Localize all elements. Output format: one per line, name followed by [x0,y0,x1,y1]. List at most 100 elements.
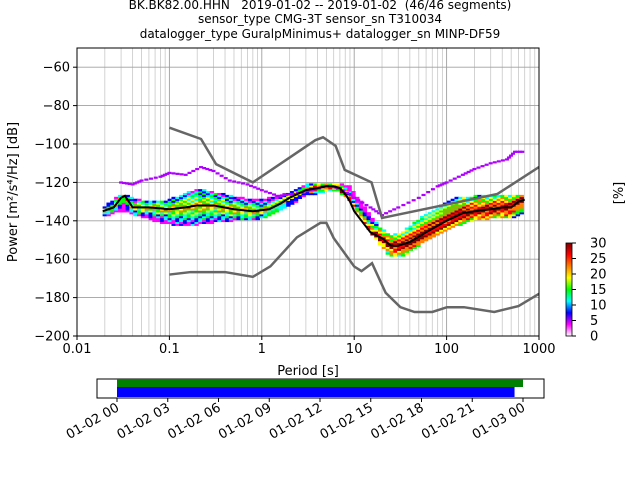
psd-hit-cell [247,214,253,217]
psd-hit-cell [423,233,429,236]
psd-hit-cell [133,210,138,213]
psd-hit-cell [297,187,303,190]
psd-hit-cell [312,185,318,188]
psd-hit-cell [225,219,230,223]
psd-hit-cell [255,204,261,207]
psd-hit-cell [263,216,268,219]
psd-hit-cell [152,219,157,223]
psd-hit-cell [167,198,173,201]
psd-hit-cell [278,206,283,209]
psd-hit-cell [511,202,517,205]
psd-hit-cell [465,219,471,223]
outlier-cell [352,196,357,199]
psd-hit-cell [408,239,413,242]
psd-hit-cell [244,200,249,203]
psd-hit-cell [140,204,146,207]
psd-hit-cell [500,216,505,219]
psd-hit-cell [175,204,180,207]
psd-hit-cell [267,202,272,205]
psd-hit-cell [320,191,326,194]
psd-hit-cell [240,216,245,219]
psd-hit-cell [274,206,280,209]
psd-hit-cell [358,208,364,211]
psd-hit-cell [232,198,238,201]
outlier-cell [135,181,140,184]
psd-hit-cell [263,210,268,213]
psd-hit-cell [404,227,410,230]
psd-hit-cell [205,200,211,203]
psd-hit-cell [462,216,467,219]
psd-hit-cell [385,233,391,236]
psd-hit-cell [194,219,199,223]
psd-hit-cell [156,216,161,219]
psd-hit-cell [114,206,119,209]
psd-hit-cell [404,229,410,232]
psd-hit-cell [270,212,276,215]
psd-hit-cell [404,252,410,255]
psd-hit-cell [332,183,337,186]
psd-hit-cell [412,240,417,244]
y-tick-label: −180 [34,291,70,306]
psd-hit-cell [117,206,123,209]
psd-hit-cell [121,196,127,200]
timeline-tick-label: 01-02 12 [267,400,325,442]
psd-hit-cell [504,202,509,205]
psd-hit-cell [186,198,192,201]
psd-hit-cell [213,214,218,217]
psd-hit-cell [335,185,341,188]
psd-hit-cell [446,221,452,224]
psd-hit-cell [519,204,524,207]
psd-hit-cell [186,212,192,215]
psd-hit-cell [496,194,501,198]
psd-hit-cell [114,210,119,213]
psd-hit-cell [462,208,467,211]
psd-hit-cell [221,212,226,215]
psd-hit-cell [500,198,505,201]
psd-hit-cell [515,214,521,217]
psd-hit-cell [209,202,215,205]
psd-hit-cell [152,214,157,217]
psd-hit-cell [213,217,218,221]
psd-hit-cell [408,225,413,228]
outlier-cell [466,170,471,174]
psd-hit-cell [439,210,444,213]
psd-hit-cell [427,212,433,215]
psd-hit-cell [205,206,211,209]
psd-hit-cell [404,248,410,251]
psd-hit-cell [232,200,238,203]
psd-hit-cell [163,214,169,217]
psd-hit-cell [481,202,486,205]
psd-hit-cell [500,194,505,198]
psd-hit-cell [454,221,459,224]
psd-hit-cell [236,206,241,209]
timeline-tick-label: 01-02 00 [64,400,122,442]
psd-hit-cell [240,214,245,217]
psd-hit-cell [182,208,188,211]
y-tick-label: −60 [43,61,70,76]
outlier-cell [508,154,513,157]
psd-hit-cell [267,198,272,201]
psd-hit-cell [247,200,253,203]
psd-hit-cell [462,217,467,221]
psd-hit-cell [209,212,215,215]
outlier-cell [437,184,442,187]
psd-hit-cell [247,202,253,205]
psd-hit-cell [125,194,130,198]
psd-hit-cell [270,208,276,211]
psd-hit-cell [213,200,218,203]
psd-hit-cell [427,219,433,223]
psd-hit-cell [221,196,226,200]
psd-hit-cell [133,208,138,211]
psd-hit-cell [251,216,257,219]
psd-hit-cell [228,217,234,221]
psd-hit-cell [408,233,413,236]
psd-hit-cell [347,187,352,190]
psd-hit-cell [228,202,234,205]
psd-hit-cell [163,202,169,205]
psd-hit-cell [385,250,391,253]
psd-hit-cell [496,196,501,200]
psd-hit-cell [179,194,184,198]
psd-hit-cell [225,198,230,201]
psd-hit-cell [450,212,456,215]
psd-hit-cell [515,198,521,201]
